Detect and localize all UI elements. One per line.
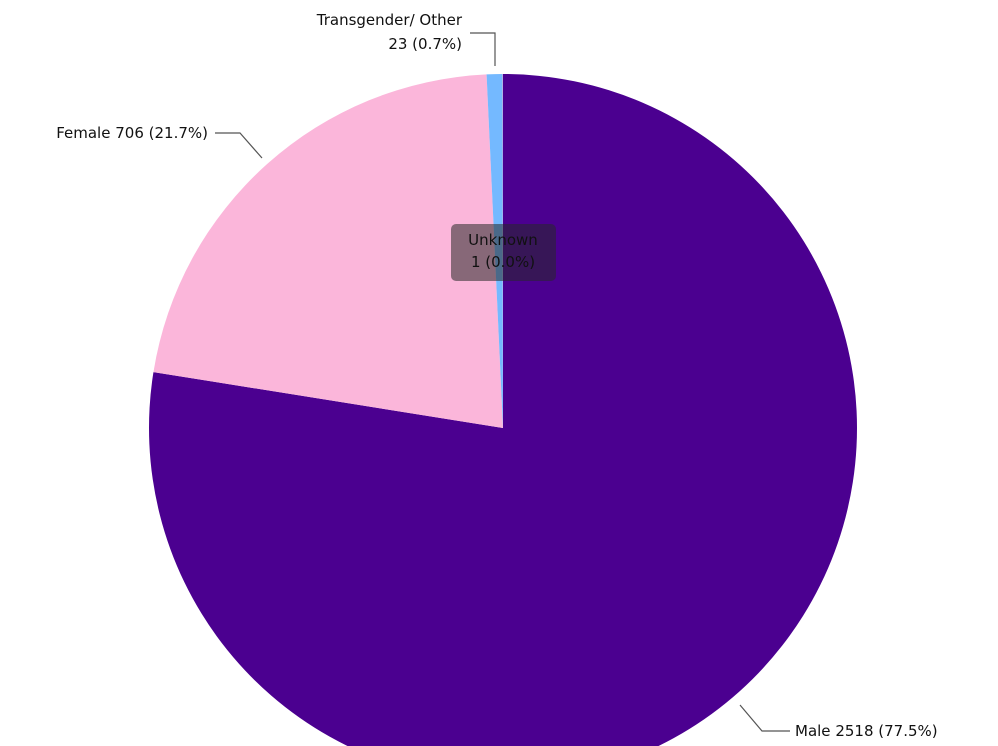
pie-slice xyxy=(153,74,503,428)
leader-line xyxy=(739,704,790,732)
slice-name: Male xyxy=(795,722,831,740)
slice-name: Transgender/ Other xyxy=(316,11,463,29)
slice-name: Unknown xyxy=(468,231,538,249)
slice-label: Female 706 (21.7%) xyxy=(56,124,208,142)
slice-label: Male 2518 (77.5%) xyxy=(795,722,938,740)
slice-value: 2518 (77.5%) xyxy=(835,722,937,740)
slice-value: 23 (0.7%) xyxy=(388,35,462,53)
pie-slice xyxy=(149,74,857,746)
slice-label: 1 (0.0%) xyxy=(471,253,535,271)
label-box xyxy=(451,224,556,281)
slice-label: Transgender/ Other xyxy=(316,11,463,29)
slice-label: 23 (0.7%) xyxy=(388,35,462,53)
slice-value: 1 (0.0%) xyxy=(471,253,535,271)
slice-label: Unknown xyxy=(468,231,538,249)
leader-line xyxy=(215,132,263,159)
slice-name: Female xyxy=(56,124,110,142)
slice-value: 706 (21.7%) xyxy=(115,124,208,142)
leader-line xyxy=(470,32,496,66)
